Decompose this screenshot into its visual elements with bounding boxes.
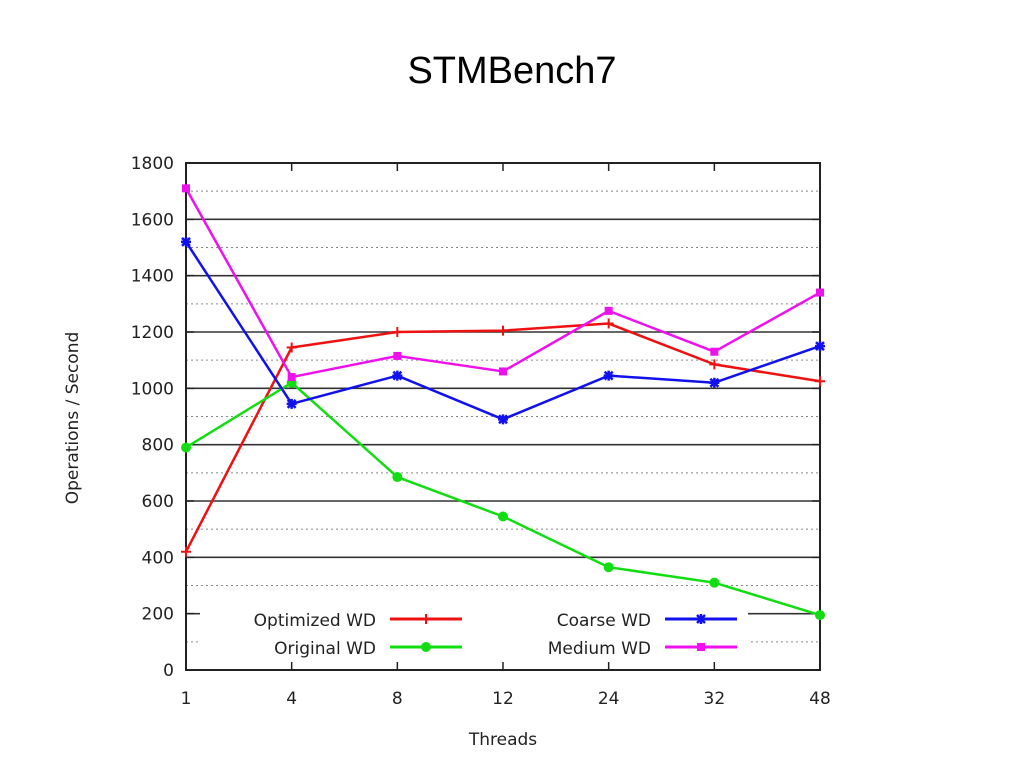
slide-title: STMBench7 (407, 50, 617, 92)
data-point (709, 359, 720, 370)
y-tick-label: 0 (163, 661, 174, 681)
series-optimized-wd (181, 318, 825, 557)
data-point (710, 347, 719, 356)
data-point (392, 327, 403, 337)
data-point (604, 306, 613, 315)
legend-background (200, 606, 748, 662)
legend-swatch-marker (421, 642, 431, 652)
data-point (815, 376, 825, 387)
data-point (816, 288, 824, 297)
legend-label: Medium WD (548, 639, 651, 659)
x-tick-label: 12 (492, 689, 514, 709)
data-point (287, 373, 296, 382)
data-point (182, 184, 190, 193)
series-layer (181, 184, 825, 621)
data-point (709, 377, 720, 388)
series-original-wd (181, 377, 825, 621)
series-line (184, 187, 821, 379)
data-point (392, 370, 403, 381)
series-coarse-wd (181, 236, 825, 425)
y-tick-label: 1000 (131, 379, 174, 399)
data-point (499, 367, 507, 376)
x-tick-label: 24 (598, 689, 620, 709)
y-axis-label: Operations / Second (63, 332, 83, 505)
data-point (286, 342, 297, 353)
y-tick-label: 600 (142, 492, 174, 512)
legend-label: Optimized WD (254, 611, 376, 631)
y-tick-label: 800 (142, 436, 174, 456)
y-tick-label: 1800 (131, 154, 174, 174)
y-tick-label: 400 (142, 548, 174, 568)
data-point (393, 351, 402, 360)
data-point (181, 236, 191, 247)
data-point (286, 398, 297, 409)
data-point (181, 442, 191, 453)
legend-swatch-marker (421, 614, 431, 624)
data-point (498, 414, 508, 425)
legend-swatch-marker (697, 643, 705, 651)
x-tick-label: 48 (809, 689, 831, 709)
y-tick-label: 1400 (131, 267, 174, 287)
data-point (498, 511, 508, 522)
data-point (709, 577, 720, 588)
data-point (815, 341, 825, 352)
data-point (603, 562, 614, 573)
x-tick-label: 32 (704, 689, 726, 709)
series-medium-wd (182, 184, 824, 382)
x-tick-label: 4 (286, 689, 297, 709)
data-point (603, 370, 614, 381)
data-point (392, 472, 403, 483)
legend-swatch-marker (696, 614, 706, 624)
y-tick-label: 1600 (131, 210, 174, 230)
y-tick-label: 200 (142, 605, 174, 625)
x-tick-label: 8 (392, 689, 403, 709)
data-point (815, 610, 825, 621)
x-axis-label: Threads (468, 730, 537, 750)
y-tick-label: 1200 (131, 323, 174, 343)
legend-label: Coarse WD (557, 611, 651, 631)
legend-label: Original WD (274, 639, 376, 659)
legend: Optimized WD Original WD Coarse WD Medium W… (200, 606, 748, 662)
data-point (498, 325, 508, 336)
data-point (181, 546, 191, 557)
x-tick-label: 1 (181, 689, 192, 709)
data-point (603, 318, 614, 329)
